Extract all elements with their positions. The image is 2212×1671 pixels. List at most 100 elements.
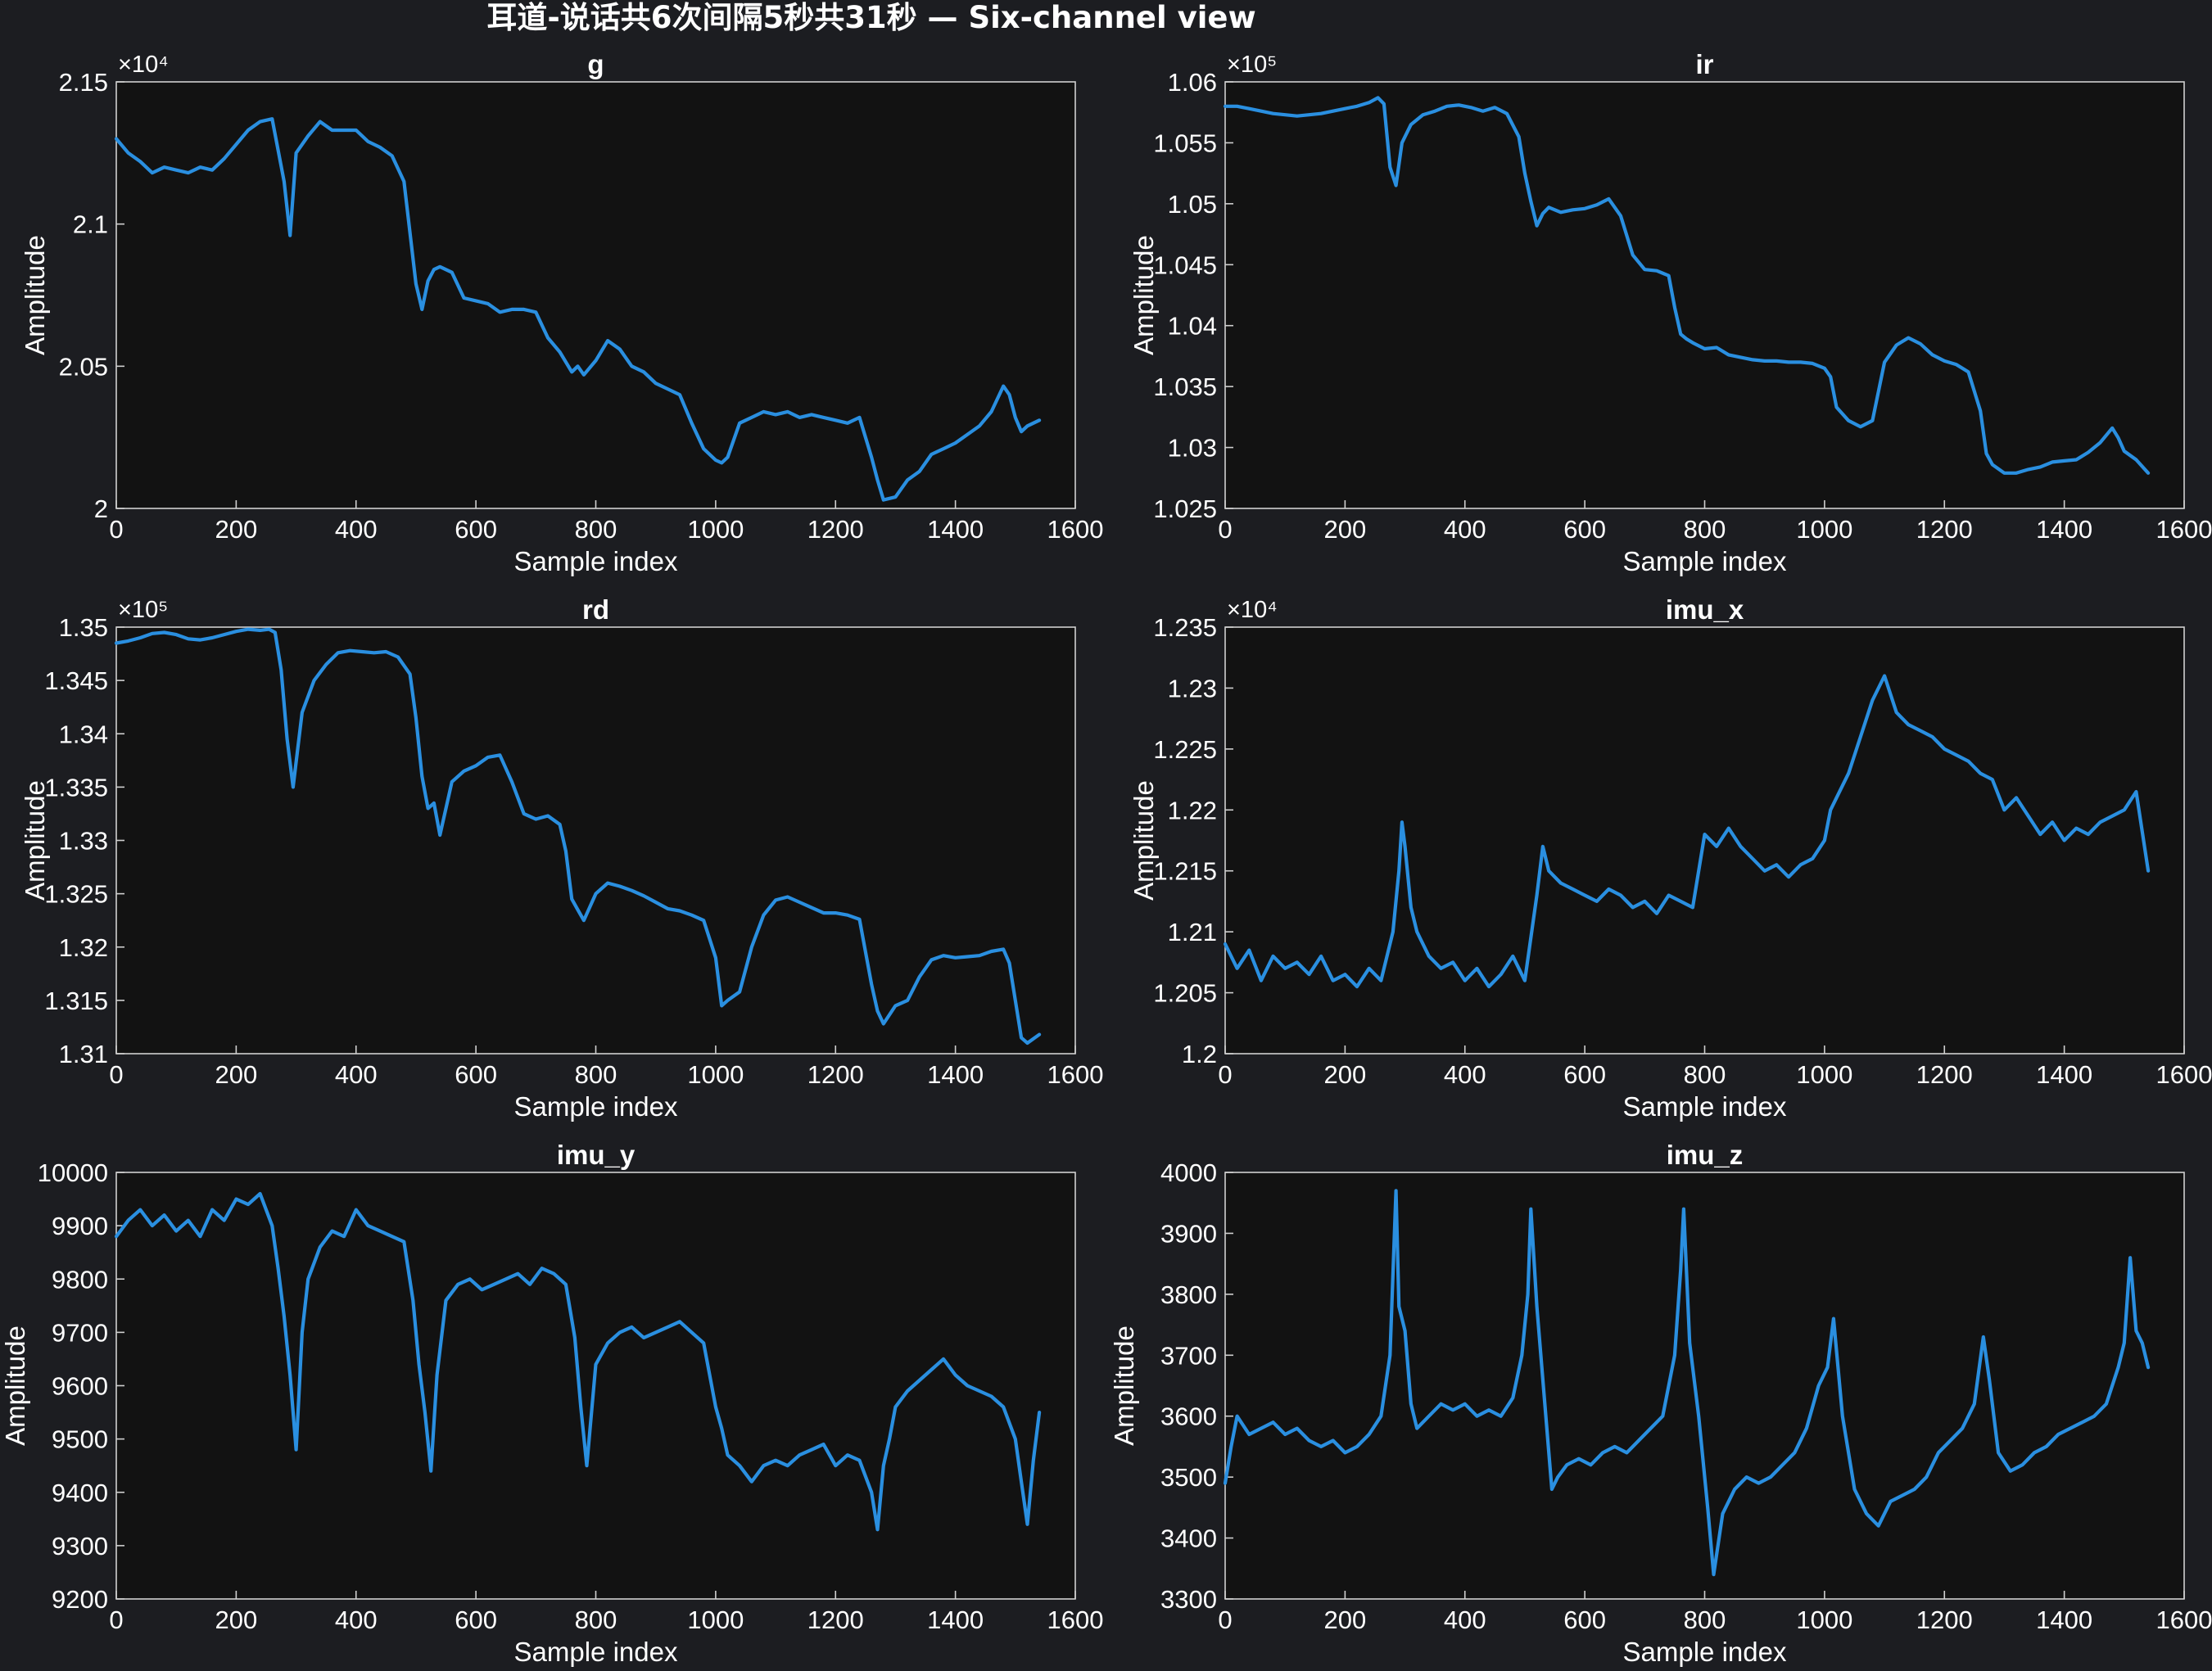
- x-tick-label: 0: [1218, 515, 1232, 544]
- y-tick-label: 3500: [1160, 1463, 1217, 1492]
- x-tick-label: 1000: [687, 515, 744, 544]
- x-tick-label: 1000: [1796, 1060, 1852, 1089]
- y-tick-label: 1.06: [1168, 68, 1217, 97]
- x-tick-label: 1200: [1916, 1606, 1973, 1634]
- x-tick-label: 1400: [2036, 1606, 2092, 1634]
- x-tick-label: 800: [575, 515, 617, 544]
- x-tick-label: 200: [1324, 515, 1367, 544]
- y-tick-label: 1.035: [1153, 373, 1217, 401]
- x-tick-label: 200: [215, 1606, 258, 1634]
- panel-rd: rd 0 200 400 600 800 1000 1200 1400 1600 1.31 1.315…: [20, 594, 1103, 1122]
- x-tick-label: 400: [335, 1060, 378, 1089]
- x-axis-label: Sample index: [514, 546, 678, 576]
- y-tick-label: 1.055: [1153, 129, 1217, 157]
- y-tick-label: 1.03: [1168, 434, 1217, 463]
- y-tick-label: 2.1: [73, 210, 108, 239]
- y-tick-label: 4000: [1160, 1158, 1217, 1187]
- x-tick-label: 1600: [1047, 1606, 1104, 1634]
- x-tick-label: 1200: [807, 515, 864, 544]
- y-tick-label: 9500: [52, 1425, 108, 1454]
- y-tick-label: 3900: [1160, 1219, 1217, 1248]
- x-tick-label: 200: [1324, 1060, 1367, 1089]
- y-tick-label: 1.215: [1153, 857, 1217, 886]
- y-tick-label: 2.05: [59, 352, 108, 381]
- x-tick-label: 200: [215, 515, 258, 544]
- series-line-g: [114, 117, 1042, 502]
- x-axis-label: Sample index: [514, 1637, 678, 1667]
- x-tick-label: 1000: [1796, 1606, 1852, 1634]
- x-tick-label: 400: [335, 515, 378, 544]
- y-tick-label: 1.025: [1153, 495, 1217, 523]
- y-tick-label: 1.04: [1168, 312, 1217, 341]
- x-tick-label: 400: [335, 1606, 378, 1634]
- x-tick-label: 600: [1563, 515, 1606, 544]
- y-axis-label: Amplitude: [20, 780, 50, 901]
- y-tick-label: 3800: [1160, 1280, 1217, 1309]
- y-tick-label: 1.22: [1168, 796, 1217, 824]
- y-axis-label: Amplitude: [20, 235, 50, 355]
- y-tick-label: 1.335: [44, 773, 108, 802]
- y-tick-label: 9300: [52, 1532, 108, 1560]
- plot-area: [1224, 81, 2185, 509]
- x-tick-label: 600: [1563, 1060, 1606, 1089]
- x-tick-label: 800: [1684, 1060, 1726, 1089]
- x-tick-label: 1200: [807, 1060, 864, 1089]
- y-tick-label: 1.205: [1153, 979, 1217, 1008]
- x-tick-label: 1600: [2156, 1606, 2212, 1634]
- x-tick-label: 1600: [1047, 1060, 1104, 1089]
- y-tick-label: 3400: [1160, 1524, 1217, 1553]
- x-tick-label: 0: [1218, 1606, 1232, 1634]
- y-tick-label: 1.32: [59, 933, 108, 962]
- x-tick-label: 1000: [1796, 515, 1852, 544]
- y-tick-label: 9400: [52, 1479, 108, 1507]
- x-tick-label: 400: [1444, 1060, 1486, 1089]
- panel-title: rd: [582, 594, 609, 625]
- exponent-label: ×10⁴: [118, 52, 169, 78]
- y-tick-label: 1.345: [44, 666, 108, 695]
- x-tick-label: 0: [109, 1606, 123, 1634]
- x-tick-label: 600: [1563, 1606, 1606, 1634]
- x-tick-label: 1400: [2036, 515, 2092, 544]
- y-tick-label: 3300: [1160, 1585, 1217, 1614]
- y-tick-label: 3700: [1160, 1341, 1217, 1370]
- y-tick-label: 9700: [52, 1318, 108, 1347]
- plot-area: [115, 1172, 1076, 1600]
- y-tick-label: 1.34: [59, 720, 108, 748]
- x-tick-label: 1600: [2156, 515, 2212, 544]
- exponent-label: ×10⁵: [118, 597, 168, 623]
- y-tick-label: 1.21: [1168, 918, 1217, 946]
- x-tick-label: 1400: [2036, 1060, 2092, 1089]
- y-axis-label: Amplitude: [1129, 235, 1159, 355]
- x-axis-label: Sample index: [1623, 546, 1787, 576]
- x-tick-label: 800: [1684, 515, 1726, 544]
- y-tick-label: 9900: [52, 1212, 108, 1240]
- x-tick-label: 1400: [927, 1606, 984, 1634]
- x-tick-label: 600: [455, 1060, 497, 1089]
- x-tick-label: 1000: [687, 1606, 744, 1634]
- y-tick-label: 1.045: [1153, 251, 1217, 279]
- y-tick-label: 2: [94, 495, 108, 523]
- plot-area: [115, 81, 1076, 509]
- y-tick-label: 1.235: [1153, 613, 1217, 642]
- panel-title: ir: [1695, 49, 1713, 79]
- x-tick-label: 1600: [1047, 515, 1104, 544]
- y-tick-label: 3600: [1160, 1402, 1217, 1431]
- x-tick-label: 800: [575, 1606, 617, 1634]
- panel-title: g: [587, 49, 604, 79]
- panel-title: imu_y: [557, 1140, 636, 1170]
- x-axis-label: Sample index: [1623, 1091, 1787, 1122]
- x-tick-label: 1400: [927, 515, 984, 544]
- series-line-imu_y: [114, 1191, 1042, 1532]
- x-tick-label: 200: [1324, 1606, 1367, 1634]
- plot-area: [1224, 1172, 2185, 1600]
- x-axis-label: Sample index: [514, 1091, 678, 1122]
- series-line-rd: [114, 627, 1042, 1046]
- y-tick-label: 1.325: [44, 880, 108, 909]
- y-tick-label: 1.35: [59, 613, 108, 642]
- y-tick-label: 1.05: [1168, 190, 1217, 219]
- y-tick-label: 9600: [52, 1372, 108, 1401]
- y-tick-label: 1.315: [44, 987, 108, 1015]
- y-tick-label: 1.33: [59, 827, 108, 856]
- x-tick-label: 1200: [1916, 515, 1973, 544]
